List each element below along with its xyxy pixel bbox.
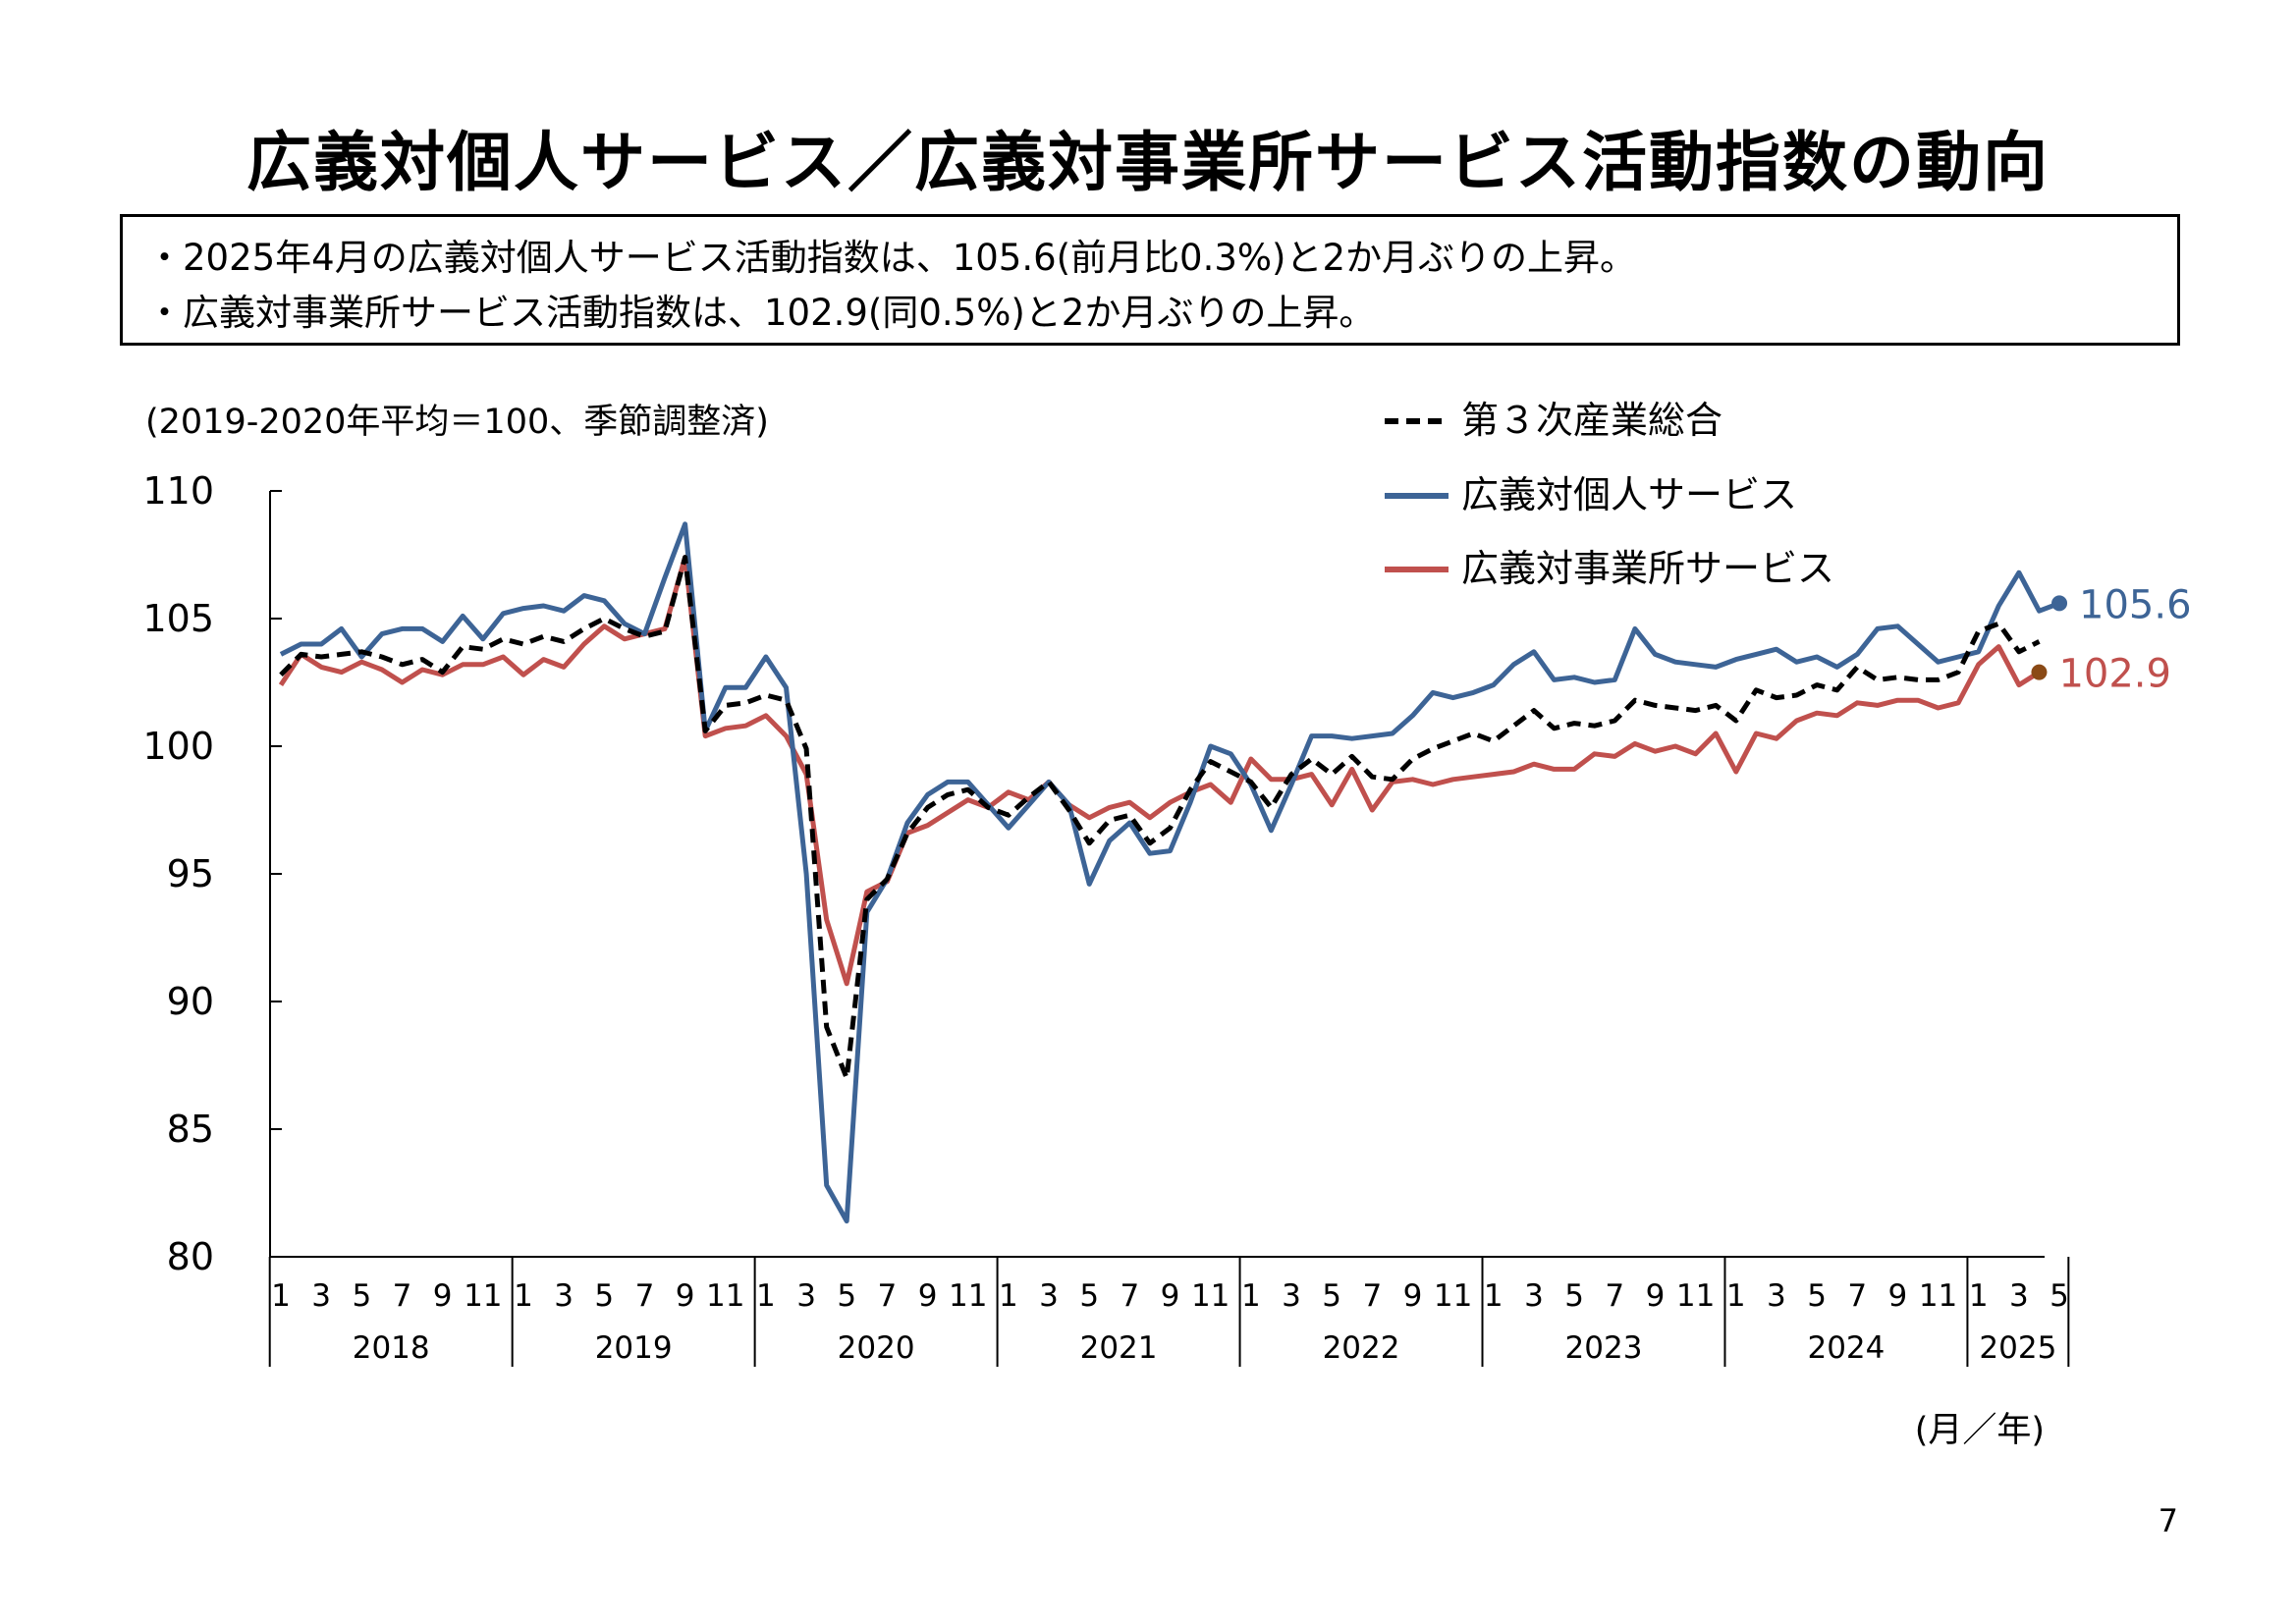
page-title: 広義対個人サービス／広義対事業所サービス活動指数の動向 (246, 125, 2050, 200)
legend-label-business: 広義対事業所サービス (1461, 547, 1834, 590)
month-tick-label: 7 (878, 1278, 898, 1314)
month-tick-label: 9 (433, 1278, 453, 1314)
month-tick-label: 9 (1403, 1278, 1423, 1314)
month-tick-label: 5 (1079, 1278, 1099, 1314)
year-label: 2020 (838, 1330, 915, 1366)
page-number: 7 (2158, 1502, 2178, 1540)
month-tick-label: 5 (837, 1278, 856, 1314)
end-marker-personal (2051, 595, 2068, 612)
end-marker-business (2031, 664, 2048, 680)
month-tick-label: 7 (393, 1278, 412, 1314)
summary-line-personal: ・2025年4月の広義対個人サービス活動指数は、105.6(前月比0.3%)と2… (146, 237, 1637, 279)
month-tick-label: 5 (1807, 1278, 1827, 1314)
month-tick-label: 3 (554, 1278, 574, 1314)
year-label: 2025 (1979, 1330, 2056, 1366)
year-label: 2019 (595, 1330, 673, 1366)
month-tick-label: 11 (464, 1278, 502, 1314)
month-tick-label: 1 (1484, 1278, 1503, 1314)
month-tick-label: 9 (1646, 1278, 1666, 1314)
month-tick-label: 1 (514, 1278, 533, 1314)
month-tick-label: 7 (1605, 1278, 1624, 1314)
y-tick-label: 105 (142, 597, 214, 640)
month-tick-label: 7 (1847, 1278, 1867, 1314)
y-tick-label: 100 (142, 725, 214, 768)
month-tick-label: 1 (1969, 1278, 1989, 1314)
series-layer (278, 521, 2060, 1224)
month-tick-label: 3 (796, 1278, 816, 1314)
month-tick-label: 9 (918, 1278, 938, 1314)
end-value-label-personal: 105.6 (2079, 582, 2192, 627)
month-tick-label: 11 (1434, 1278, 1472, 1314)
month-tick-label: 3 (1767, 1278, 1786, 1314)
month-tick-label: 5 (1322, 1278, 1341, 1314)
month-tick-label: 7 (1120, 1278, 1139, 1314)
summary-line-business: ・広義対事業所サービス活動指数は、102.9(同0.5%)と2か月ぶりの上昇。 (146, 292, 1376, 334)
month-tick-label: 5 (1564, 1278, 1584, 1314)
month-tick-label: 11 (1191, 1278, 1230, 1314)
month-tick-label: 9 (1888, 1278, 1908, 1314)
month-tick-label: 5 (2050, 1278, 2069, 1314)
month-tick-label: 3 (311, 1278, 331, 1314)
chart-note: (2019-2020年平均＝100、季節調整済) (145, 403, 769, 442)
month-tick-label: 5 (352, 1278, 371, 1314)
x-unit-label: (月／年) (1915, 1411, 2045, 1450)
month-tick-label: 1 (1726, 1278, 1746, 1314)
legend-label-tertiary: 第３次産業総合 (1461, 399, 1722, 442)
series-line-personal (279, 521, 2060, 1224)
y-tick-label: 95 (167, 852, 214, 895)
month-tick-label: 3 (1282, 1278, 1301, 1314)
year-label: 2018 (353, 1330, 430, 1366)
month-tick-label: 5 (594, 1278, 614, 1314)
month-tick-label: 9 (676, 1278, 695, 1314)
legend-label-personal: 広義対個人サービス (1461, 473, 1797, 516)
summary-box: ・2025年4月の広義対個人サービス活動指数は、105.6(前月比0.3%)と2… (120, 214, 2180, 346)
month-tick-label: 9 (1161, 1278, 1180, 1314)
year-label: 2022 (1323, 1330, 1400, 1366)
end-value-label-business: 102.9 (2058, 652, 2171, 697)
month-tick-label: 1 (999, 1278, 1018, 1314)
month-tick-label: 1 (271, 1278, 291, 1314)
month-tick-label: 1 (756, 1278, 776, 1314)
year-label: 2023 (1565, 1330, 1643, 1366)
end-labels: 105.6 102.9 (2031, 582, 2192, 697)
month-tick-label: 11 (706, 1278, 744, 1314)
year-label: 2024 (1807, 1330, 1885, 1366)
series-line-tertiary (279, 555, 2041, 1081)
month-tick-label: 7 (1362, 1278, 1382, 1314)
month-tick-label: 11 (1676, 1278, 1715, 1314)
month-tick-label: 11 (1919, 1278, 1957, 1314)
year-label: 2021 (1080, 1330, 1158, 1366)
y-tick-label: 80 (167, 1235, 214, 1278)
y-tick-label: 85 (167, 1108, 214, 1151)
month-tick-label: 7 (635, 1278, 655, 1314)
month-tick-label: 11 (949, 1278, 987, 1314)
y-tick-label: 110 (142, 469, 214, 513)
month-tick-label: 3 (2009, 1278, 2029, 1314)
month-tick-label: 1 (1241, 1278, 1261, 1314)
series-line-business (278, 555, 2041, 987)
month-tick-label: 3 (1524, 1278, 1544, 1314)
y-tick-label: 90 (167, 980, 214, 1023)
month-tick-label: 3 (1039, 1278, 1059, 1314)
